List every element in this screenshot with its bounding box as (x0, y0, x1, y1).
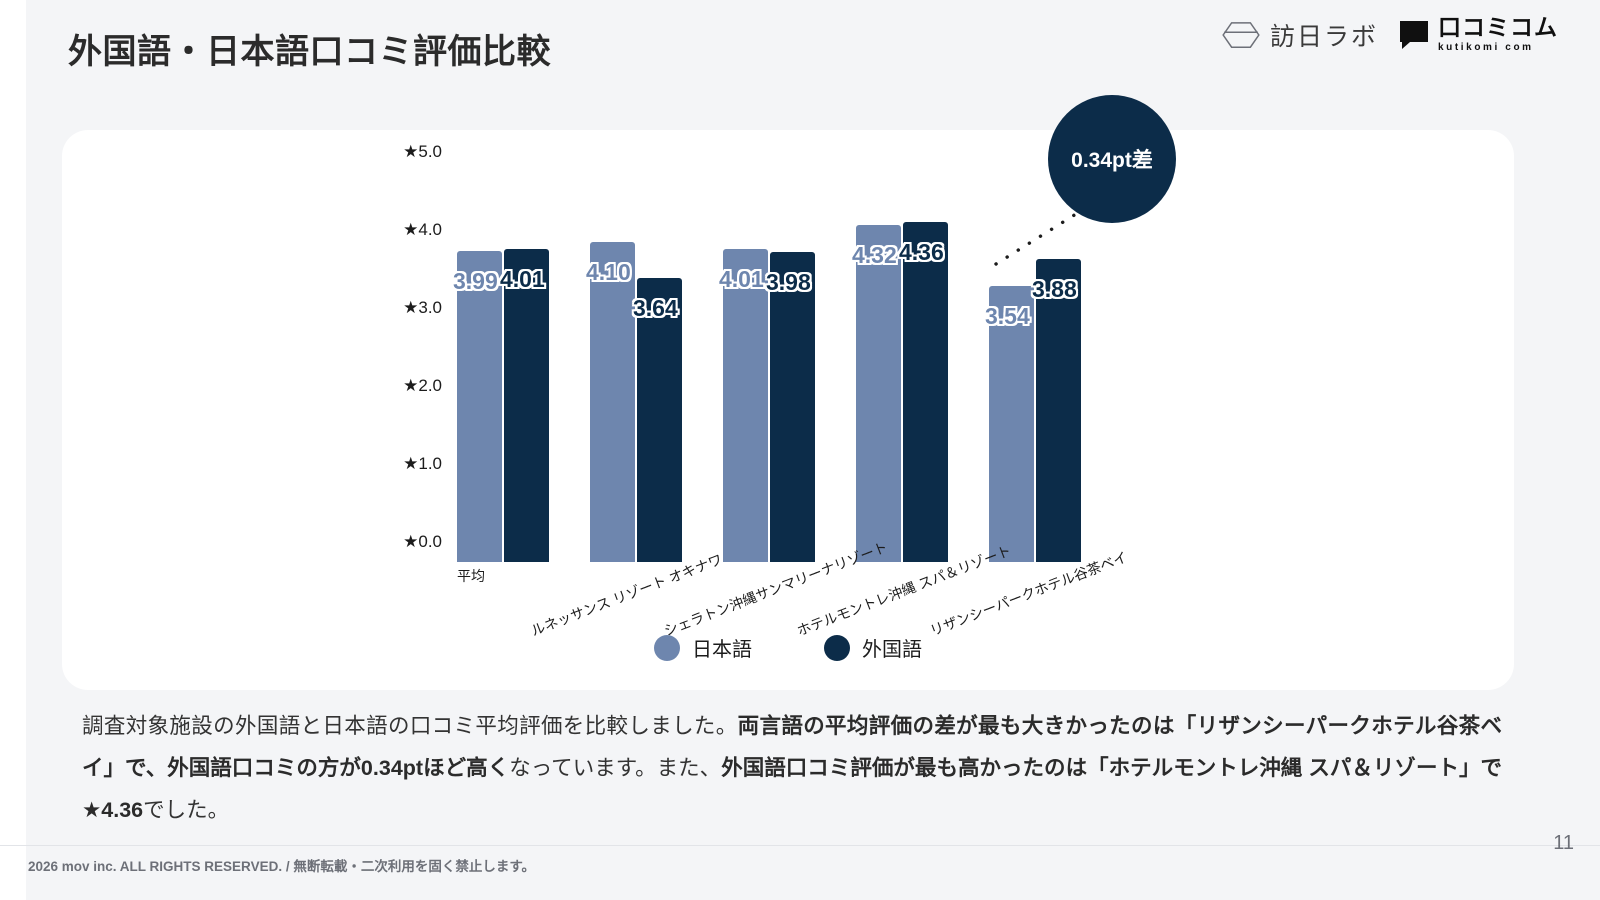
bar-japanese (723, 249, 768, 562)
logo-johnichi-labo: 訪日ラボ (1222, 17, 1378, 53)
bar-foreign (1036, 259, 1081, 562)
left-rail (0, 0, 26, 900)
summary-paragraph: 調査対象施設の外国語と日本語の口コミ平均評価を比較しました。両言語の平均評価の差… (82, 706, 1502, 832)
legend-label: 外国語 (862, 639, 922, 661)
y-axis-tick: ★4.0 (403, 220, 442, 239)
bar-group: 3.54 3.88 (985, 172, 1083, 562)
bars-area: 3.99 4.01 4.10 3.64 4.01 3.98 4.32 4.36 3.54 3.88 (453, 130, 1157, 690)
bar-japanese (989, 285, 1034, 562)
x-axis: 平均 ルネッサンス リゾート オキナワ シェラトン沖縄サンマリーナリゾート ホテルモン… (457, 539, 1217, 690)
bar-foreign (903, 221, 948, 562)
bar-group: 3.99 4.01 (453, 172, 551, 562)
page-title: 外国語・日本語口コミ評価比較 (68, 33, 551, 71)
x-axis-tick: 平均 (457, 568, 485, 584)
summary-part-3: でした。 (143, 797, 230, 822)
logo-kutikomicom-sublabel: kutikomi com (1438, 42, 1534, 53)
bar-value-label: 3.54 (985, 302, 1030, 329)
footer-copyright: 2026 mov inc. ALL RIGHTS RESERVED. / 無断転… (28, 859, 535, 874)
legend-item[interactable]: 外国語 (824, 633, 922, 662)
summary-part-1: 調査対象施設の外国語と日本語の口コミ平均評価を比較しました。 (82, 714, 738, 738)
legend-label: 日本語 (692, 639, 752, 661)
legend-swatch-icon (654, 634, 680, 661)
y-axis-tick: ★1.0 (403, 454, 442, 473)
bar-value-label: 3.99 (453, 267, 498, 294)
bar-value-label: 4.32 (852, 242, 897, 269)
bar-japanese (590, 242, 635, 562)
bar-value-label: 3.98 (766, 268, 811, 295)
chart-legend: 日本語 外国語 (62, 633, 1514, 662)
logo-kutikomicom-label: 口コミコム (1438, 14, 1558, 40)
bar-value-label: 4.10 (586, 259, 631, 286)
bar-group: 4.32 4.36 (852, 172, 950, 562)
bar-foreign (637, 278, 682, 562)
bar-group: 4.01 3.98 (719, 172, 817, 562)
footer-divider (0, 845, 1600, 846)
annotation-label: 0.34pt差 (1071, 149, 1153, 172)
legend-item[interactable]: 日本語 (654, 633, 752, 662)
chart-card: ★0.0 ★1.0 ★2.0 ★3.0 ★4.0 ★5.0 3.99 4.01 4.10 3.6… (62, 130, 1514, 690)
y-axis-tick: ★2.0 (403, 376, 442, 395)
speech-bubble-icon (1398, 20, 1430, 50)
bar-value-label: 4.01 (719, 266, 764, 293)
annotation-leader-line (994, 192, 1110, 266)
bar-foreign (770, 251, 815, 562)
legend-swatch-icon (824, 634, 850, 661)
bar-value-label: 4.01 (500, 266, 545, 293)
logo-group: 訪日ラボ 口コミコム kutikomi com (1222, 16, 1558, 53)
y-axis-tick: ★5.0 (403, 142, 442, 161)
y-axis-tick: ★0.0 (403, 532, 442, 551)
annotation-bubble: 0.34pt差 (1048, 95, 1176, 223)
summary-bold-2: 外国語口コミ評価が最も高かったのは「ホテルモントレ沖縄 スパ＆リゾート」で★4.… (82, 755, 1503, 822)
bar-japanese (856, 225, 901, 562)
hexagon-icon (1222, 20, 1260, 50)
bar-value-label: 3.88 (1032, 276, 1077, 303)
summary-bold-1: 両言語の平均評価の差が最も大きかったのは「リザンシーパークホテル谷茶ベイ」で、外… (82, 714, 1502, 780)
bar-japanese (457, 250, 502, 562)
y-axis: ★0.0 ★1.0 ★2.0 ★3.0 ★4.0 ★5.0 (372, 130, 442, 690)
bar-chart: ★0.0 ★1.0 ★2.0 ★3.0 ★4.0 ★5.0 3.99 4.01 4.10 3.6… (62, 130, 1514, 690)
logo-johnichi-labo-label: 訪日ラボ (1269, 22, 1378, 51)
logo-kutikomicom: 口コミコム kutikomi com (1398, 16, 1558, 53)
slide-header: 外国語・日本語口コミ評価比較 訪日ラボ 口コミコム (0, 0, 1600, 92)
bar-group: 4.10 3.64 (586, 172, 684, 562)
page-number: 11 (1553, 832, 1574, 854)
bar-foreign (504, 249, 549, 562)
y-axis-tick: ★3.0 (403, 298, 442, 317)
bar-value-label: 3.64 (633, 295, 678, 322)
bar-value-label: 4.36 (899, 238, 944, 265)
summary-part-2: なっています。また、 (509, 755, 722, 780)
